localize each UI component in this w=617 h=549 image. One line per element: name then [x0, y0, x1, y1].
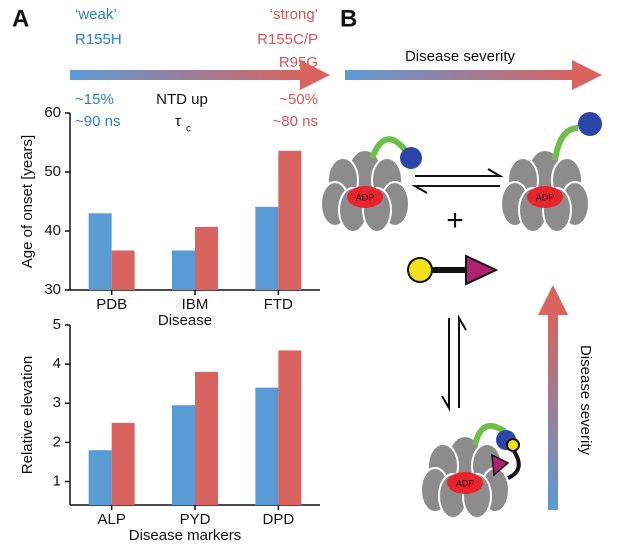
bar	[278, 350, 302, 505]
adp-label: ADP	[536, 192, 555, 202]
x-tick-label: IBM	[182, 296, 209, 313]
bar	[195, 371, 218, 505]
strong-label: ‘strong’	[270, 6, 318, 23]
bar	[255, 206, 279, 290]
y-tick-label: 2	[53, 433, 61, 450]
bar	[111, 422, 135, 505]
x-tick-label: DPD	[262, 511, 294, 528]
adp-label: ADP	[456, 478, 475, 488]
protein-complex	[320, 136, 422, 233]
weak-stat: ~90 ns	[75, 113, 120, 130]
protein-complex	[420, 422, 521, 519]
y-tick-label: 40	[44, 222, 61, 239]
y-axis-label: Age of onset [years]	[19, 135, 36, 268]
strong-mutant: R155C/P	[257, 31, 318, 48]
y-tick-label: 3	[53, 394, 61, 411]
x-tick-label: ALP	[97, 511, 125, 528]
middle-stat: NTD up	[156, 91, 208, 108]
weak-mutant: R155H	[75, 31, 122, 48]
weak-label: ‘weak’	[75, 6, 117, 23]
ligand	[407, 254, 499, 286]
weak-stat: ~15%	[75, 91, 114, 108]
panel-label: B	[340, 5, 357, 32]
bar	[111, 250, 135, 290]
protein-complex	[500, 112, 602, 233]
bar	[88, 450, 112, 505]
x-axis-label: Disease	[158, 312, 212, 329]
equilibrium-arrows	[411, 168, 504, 412]
bar	[172, 405, 195, 505]
bar	[88, 213, 112, 290]
bar	[255, 387, 279, 505]
gradient-arrow	[345, 60, 602, 90]
middle-stat: τ	[175, 113, 181, 130]
adp-label: ADP	[356, 192, 375, 202]
y-tick-label: 30	[44, 281, 61, 298]
x-tick-label: FTD	[264, 296, 293, 313]
gradient-arrow	[70, 60, 330, 90]
severity-label: Disease severity	[577, 345, 594, 456]
panel-label: A	[12, 5, 29, 32]
strong-stat: ~50%	[279, 91, 318, 108]
y-axis-label: Relative elevation	[19, 356, 36, 474]
y-tick-label: 5	[53, 316, 61, 333]
y-tick-label: 60	[44, 104, 61, 121]
gradient-arrow-vertical	[538, 285, 568, 510]
middle-sub: c	[186, 124, 191, 135]
severity-label: Disease severity	[405, 48, 516, 65]
x-axis-label: Disease markers	[129, 527, 242, 544]
y-tick-label: 50	[44, 163, 61, 180]
bar	[278, 150, 302, 290]
y-tick-label: 4	[53, 355, 61, 372]
x-tick-label: PDB	[96, 296, 127, 313]
strong-stat: ~80 ns	[273, 113, 318, 130]
bar	[195, 226, 218, 290]
x-tick-label: PYD	[180, 511, 211, 528]
bar	[172, 250, 195, 290]
plus-sign: +	[446, 204, 464, 237]
y-tick-label: 1	[53, 472, 61, 489]
